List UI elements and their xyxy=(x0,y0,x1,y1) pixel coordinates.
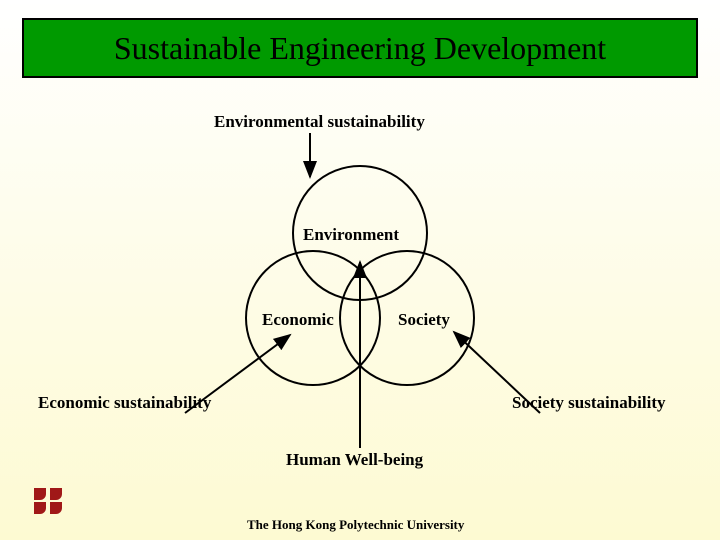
label-society: Society xyxy=(398,310,450,330)
label-environment: Environment xyxy=(303,225,399,245)
label-human-well-being: Human Well-being xyxy=(286,450,423,470)
footer-text: The Hong Kong Polytechnic University xyxy=(247,517,464,533)
slide: Sustainable Engineering Development Envi… xyxy=(0,0,720,540)
polyu-logo-icon xyxy=(28,480,68,520)
label-economic: Economic xyxy=(262,310,334,330)
label-society-sustainability: Society sustainability xyxy=(512,393,666,413)
label-environmental-sustainability: Environmental sustainability xyxy=(214,112,425,132)
slide-title-text: Sustainable Engineering Development xyxy=(114,30,606,67)
slide-title: Sustainable Engineering Development xyxy=(22,18,698,78)
label-economic-sustainability: Economic sustainability xyxy=(38,393,211,413)
